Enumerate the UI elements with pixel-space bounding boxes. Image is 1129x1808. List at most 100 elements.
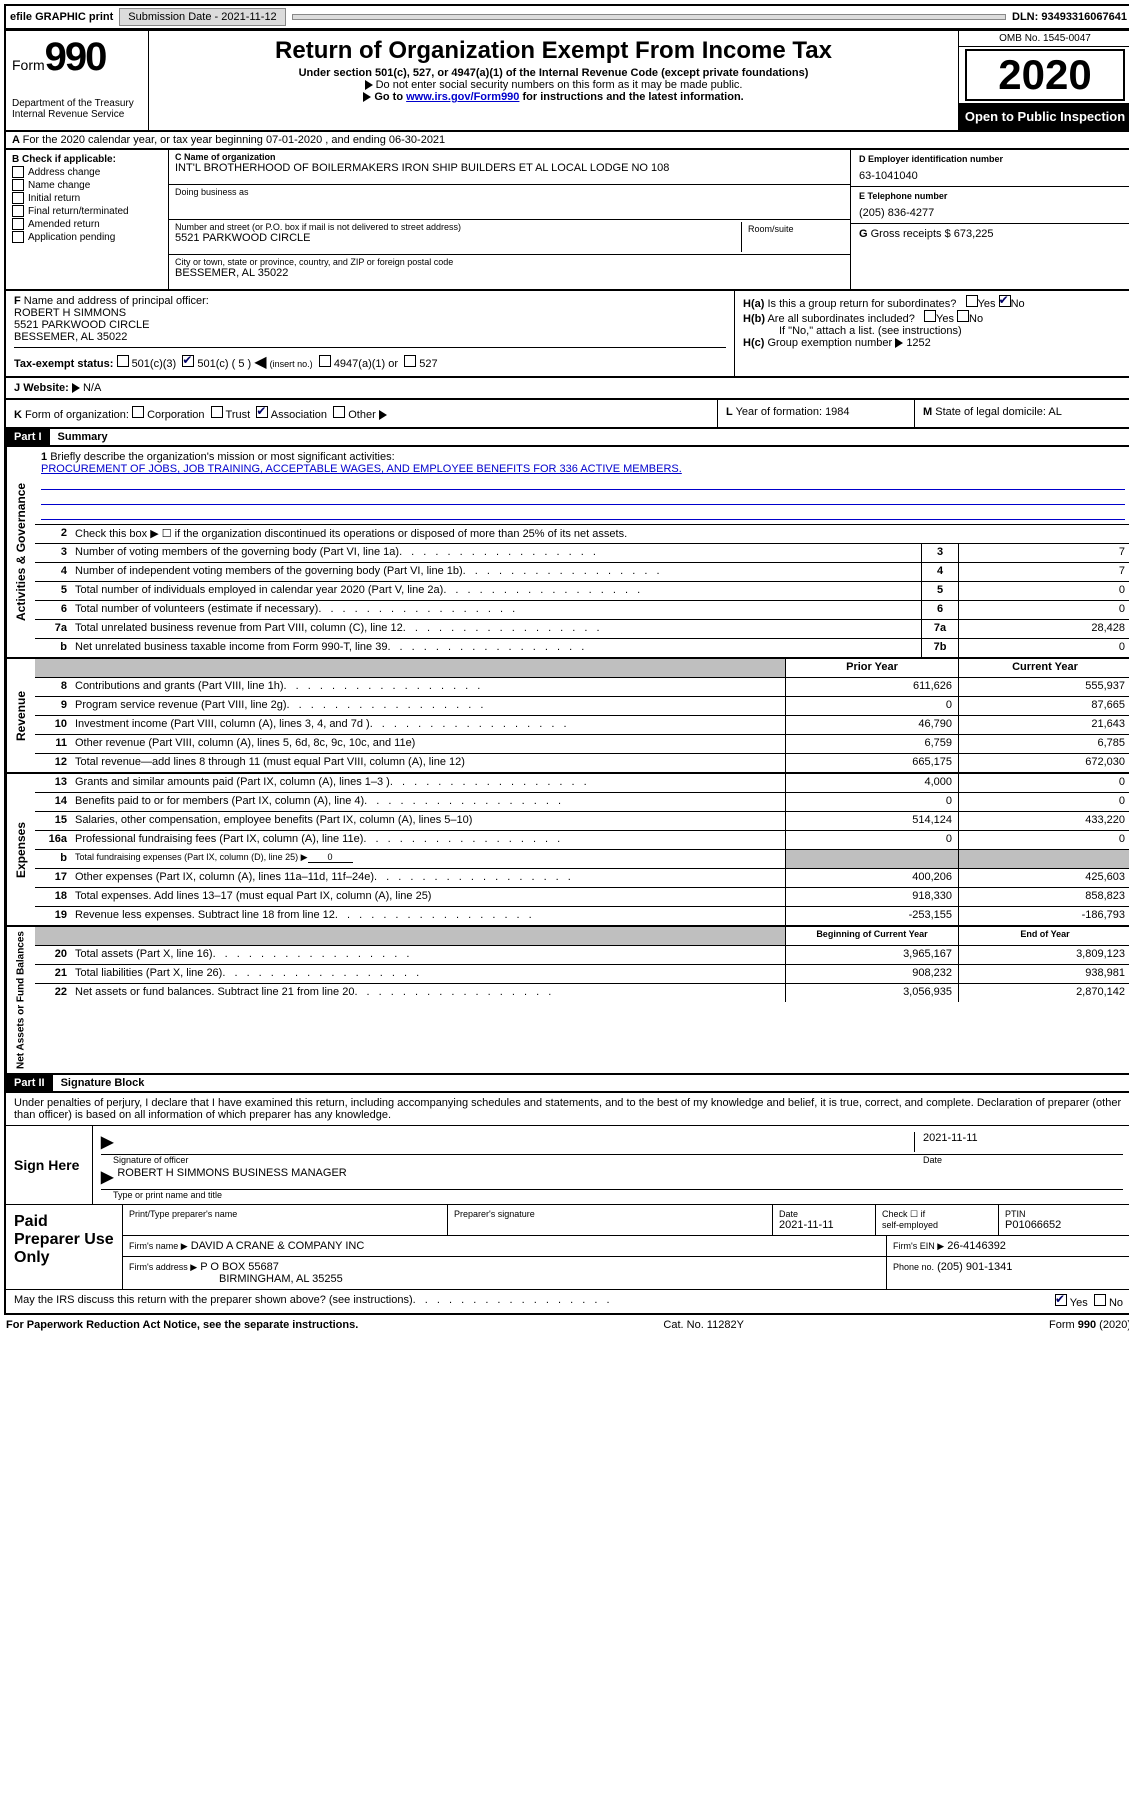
line-16b: bTotal fundraising expenses (Part IX, co… — [35, 850, 1129, 869]
mission-text: PROCUREMENT OF JOBS, JOB TRAINING, ACCEP… — [41, 463, 1125, 475]
paid-preparer: Paid Preparer Use Only Print/Type prepar… — [6, 1204, 1129, 1289]
signature-block: Under penalties of perjury, I declare th… — [4, 1093, 1129, 1315]
hc-value: 1252 — [906, 337, 930, 349]
ha-yes[interactable] — [966, 295, 978, 307]
hb-yes[interactable] — [924, 310, 936, 322]
row-i-inline: Tax-exempt status: 501(c)(3) 501(c) ( 5 … — [14, 347, 726, 372]
mission-line — [41, 475, 1125, 490]
line-3: 3Number of voting members of the governi… — [35, 544, 1129, 563]
line-8: 8Contributions and grants (Part VIII, li… — [35, 678, 1129, 697]
arrow-icon — [379, 410, 387, 420]
chk-corp[interactable] — [132, 406, 144, 418]
side-label-rev: Revenue — [6, 659, 35, 772]
arrow-icon — [363, 92, 371, 102]
mission-line — [41, 505, 1125, 520]
l1-desc: Briefly describe the organization's miss… — [50, 451, 394, 463]
gross-value: 673,225 — [954, 228, 994, 240]
checkbox-icon — [12, 192, 24, 204]
summary-rev: Revenue Prior YearCurrent Year 8Contribu… — [4, 659, 1129, 774]
col-c: C Name of organization INT'L BROTHERHOOD… — [169, 150, 850, 289]
dept-label: Department of the Treasury Internal Reve… — [12, 98, 142, 120]
summary-net: Net Assets or Fund Balances Beginning of… — [4, 927, 1129, 1075]
room-label: Room/suite — [748, 224, 838, 234]
arrow-icon — [72, 383, 80, 393]
city-value: BESSEMER, AL 35022 — [175, 267, 844, 279]
col-h: H(a) Is this a group return for subordin… — [735, 291, 1129, 376]
paid-right: Print/Type preparer's name Preparer's si… — [123, 1205, 1129, 1289]
prep-date-cell: Date2021-11-11 — [773, 1205, 876, 1235]
ha-no[interactable] — [999, 295, 1011, 307]
chk-4947[interactable] — [319, 355, 331, 367]
side-label-exp: Expenses — [6, 774, 35, 925]
line-5: 5Total number of individuals employed in… — [35, 582, 1129, 601]
arrow-icon — [895, 338, 903, 348]
firm-addr-cell: Firm's address ▶ P O BOX 55687BIRMINGHAM… — [123, 1257, 887, 1289]
line-19: 19Revenue less expenses. Subtract line 1… — [35, 907, 1129, 925]
d-label: D Employer identification number — [859, 154, 1123, 164]
chk-amended[interactable]: Amended return — [12, 218, 162, 230]
row-j: J Website: N/A — [4, 378, 1129, 400]
line-4: 4Number of independent voting members of… — [35, 563, 1129, 582]
row-klm: K Form of organization: Corporation Trus… — [4, 400, 1129, 429]
subtitle-2: Do not enter social security numbers on … — [157, 79, 950, 91]
col-f: F Name and address of principal officer:… — [6, 291, 735, 376]
footer-right: Form 990 (2020) — [1049, 1319, 1129, 1331]
subtitle-1: Under section 501(c), 527, or 4947(a)(1)… — [157, 67, 950, 79]
line-9: 9Program service revenue (Part VIII, lin… — [35, 697, 1129, 716]
part1-header: Part I — [6, 429, 50, 445]
net-content: Beginning of Current YearEnd of Year 20T… — [35, 927, 1129, 1073]
street-value: 5521 PARKWOOD CIRCLE — [175, 232, 741, 244]
submission-date-button[interactable]: Submission Date - 2021-11-12 — [119, 8, 285, 26]
sig-labels-row: Signature of officer Date — [101, 1155, 1123, 1165]
dba-label: Doing business as — [175, 187, 844, 197]
hc-row: H(c) Group exemption number 1252 — [743, 337, 1123, 349]
arrow-icon: ▶ — [101, 1132, 113, 1152]
chk-trust[interactable] — [211, 406, 223, 418]
chk-address-change[interactable]: Address change — [12, 166, 162, 178]
omb-number: OMB No. 1545-0047 — [959, 31, 1129, 47]
chk-527[interactable] — [404, 355, 416, 367]
phone-cell: E Telephone number (205) 836-4277 — [851, 187, 1129, 224]
paid-row-3: Firm's address ▶ P O BOX 55687BIRMINGHAM… — [123, 1257, 1129, 1289]
line-11: 11Other revenue (Part VIII, column (A), … — [35, 735, 1129, 754]
chk-application[interactable]: Application pending — [12, 231, 162, 243]
line-2: 2Check this box ▶ ☐ if the organization … — [35, 525, 1129, 544]
form-word: Form — [12, 57, 45, 73]
chk-final-return[interactable]: Final return/terminated — [12, 205, 162, 217]
discuss-yes[interactable] — [1055, 1294, 1067, 1306]
self-emp-cell: Check ☐ ifself-employed — [876, 1205, 999, 1235]
arrow-icon: ▶ — [101, 1167, 113, 1187]
street-row: Number and street (or P.O. box if mail i… — [169, 220, 850, 255]
subtitle-3: Go to www.irs.gov/Form990 for instructio… — [157, 91, 950, 103]
hb-no[interactable] — [957, 310, 969, 322]
line-16a: 16aProfessional fundraising fees (Part I… — [35, 831, 1129, 850]
chk-initial-return[interactable]: Initial return — [12, 192, 162, 204]
paid-label: Paid Preparer Use Only — [6, 1205, 123, 1289]
discuss-no[interactable] — [1094, 1294, 1106, 1306]
side-label-net: Net Assets or Fund Balances — [6, 927, 35, 1073]
line-6: 6Total number of volunteers (estimate if… — [35, 601, 1129, 620]
state-domicile: AL — [1048, 406, 1061, 418]
e-label: E Telephone number — [859, 191, 1123, 201]
officer-addr1: 5521 PARKWOOD CIRCLE — [14, 319, 726, 331]
sub3-post: for instructions and the latest informat… — [519, 91, 743, 103]
discuss-text: May the IRS discuss this return with the… — [14, 1294, 413, 1306]
top-bar: efile GRAPHIC print Submission Date - 20… — [4, 4, 1129, 31]
line-10: 10Investment income (Part VIII, column (… — [35, 716, 1129, 735]
exp-content: 13Grants and similar amounts paid (Part … — [35, 774, 1129, 925]
sign-here-row: Sign Here ▶ 2021-11-11 Signature of offi… — [6, 1126, 1129, 1204]
website-value: N/A — [83, 382, 101, 394]
line-22: 22Net assets or fund balances. Subtract … — [35, 984, 1129, 1002]
sign-here-right: ▶ 2021-11-11 Signature of officer Date ▶… — [93, 1126, 1129, 1204]
org-name-cell: C Name of organization INT'L BROTHERHOOD… — [169, 150, 850, 185]
b-header: B Check if applicable: — [12, 154, 162, 165]
chk-assoc[interactable] — [256, 406, 268, 418]
line-12: 12Total revenue—add lines 8 through 11 (… — [35, 754, 1129, 772]
chk-501c3[interactable] — [117, 355, 129, 367]
officer-print-name: ROBERT H SIMMONS BUSINESS MANAGER — [113, 1167, 346, 1187]
date-label: Date — [923, 1155, 1123, 1165]
chk-name-change[interactable]: Name change — [12, 179, 162, 191]
irs-link[interactable]: www.irs.gov/Form990 — [406, 91, 519, 103]
chk-other[interactable] — [333, 406, 345, 418]
chk-501c[interactable] — [182, 355, 194, 367]
